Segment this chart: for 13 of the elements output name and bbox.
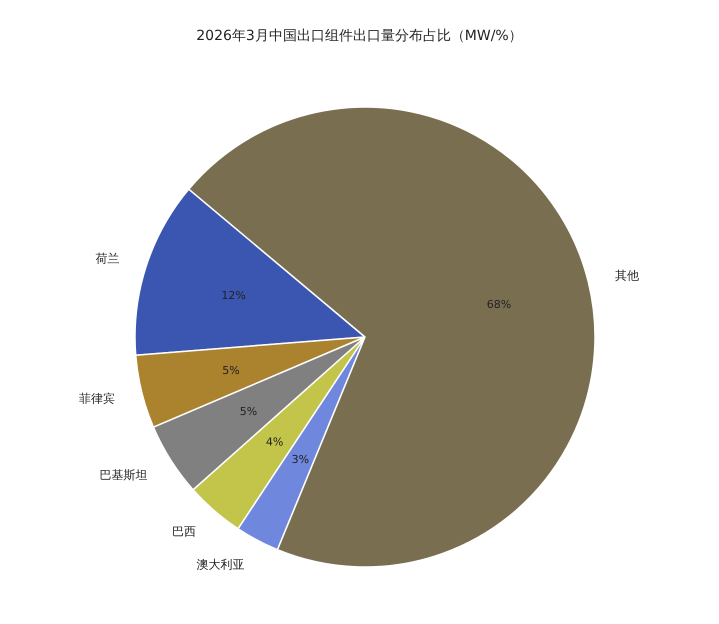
slice-label: 澳大利亚: [196, 558, 244, 572]
data-label: 68%: [486, 298, 512, 312]
slice-label: 其他: [615, 268, 640, 282]
slice-label: 菲律宾: [78, 392, 115, 406]
data-label: 12%: [221, 288, 246, 302]
slice-label: 巴基斯坦: [99, 468, 148, 482]
data-label: 5%: [240, 404, 258, 418]
data-label: 5%: [222, 364, 240, 377]
chart-title: 2026年3月中国出口组件出口量分布占比（MW/%）: [196, 28, 523, 44]
slice-label: 巴西: [172, 524, 196, 539]
slice-label: 荷兰: [96, 252, 120, 266]
data-label: 3%: [292, 452, 310, 466]
data-label: 4%: [266, 435, 284, 448]
